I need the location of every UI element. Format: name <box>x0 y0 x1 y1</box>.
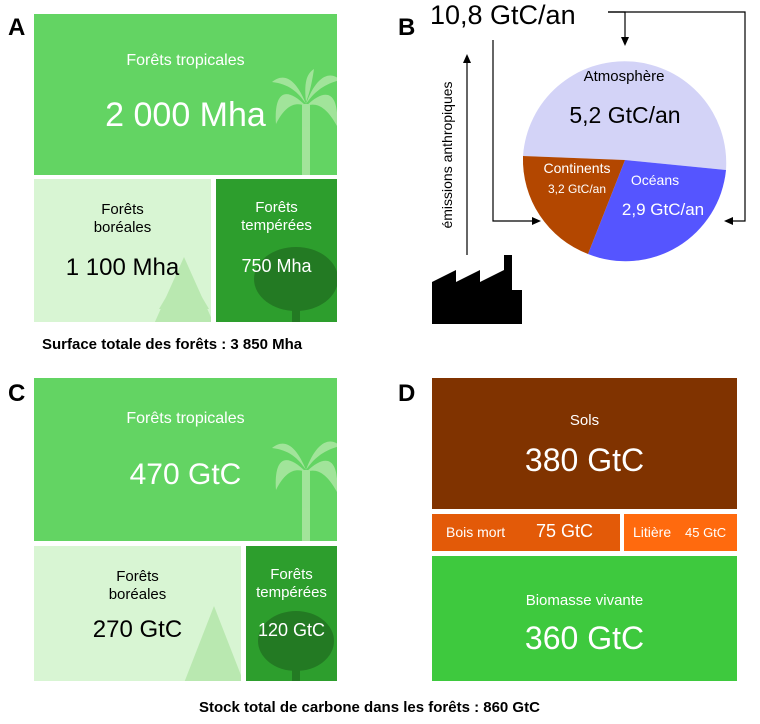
panel-d-letter: D <box>398 380 416 407</box>
deciduous-tree-icon <box>254 247 337 322</box>
biomasse-box: Biomasse vivante 360 GtC <box>432 556 737 681</box>
palm-tree-icon <box>272 441 337 541</box>
boreal-forest-carbon-box: Forêts boréales 270 GtC <box>34 546 241 681</box>
litiere-box: Litière 45 GtC <box>624 514 737 551</box>
litiere-value: 45 GtC <box>685 525 727 540</box>
factory-icon <box>432 255 522 324</box>
boreal-carbon-value: 270 GtC <box>92 616 183 643</box>
temperate-forest-area-box: Forêts tempérées 750 Mha <box>216 179 337 322</box>
sols-value: 380 GtC <box>524 442 645 478</box>
oceans-value: 2,9 GtC/an <box>621 200 705 219</box>
continents-value: 3,2 GtC/an <box>547 182 607 196</box>
biomasse-value: 360 GtC <box>524 620 645 656</box>
tropical-carbon-value: 470 GtC <box>129 458 242 491</box>
boreal-value: 1 100 Mha <box>65 254 180 281</box>
palm-tree-icon <box>272 69 337 175</box>
deciduous-tree-icon <box>258 611 334 681</box>
tropical-value: 2 000 Mha <box>105 96 266 134</box>
panel-a-caption: Surface totale des forêts : 3 850 Mha <box>42 336 303 353</box>
boreal-carbon-label-line2: boréales <box>108 586 167 603</box>
total-emissions-value: 10,8 GtC/an <box>430 0 576 30</box>
tropical-forest-carbon-box: Forêts tropicales 470 GtC <box>34 378 337 541</box>
continents-label: Continents <box>543 160 611 176</box>
atmosphere-slice <box>523 61 727 170</box>
tropical-label: Forêts tropicales <box>126 52 245 69</box>
emissions-vertical-label: émissions anthropiques <box>439 81 455 229</box>
tropical-forest-area-box: Forêts tropicales 2 000 Mha <box>34 14 337 175</box>
temperate-label-line2: tempérées <box>241 217 312 234</box>
temperate-value: 750 Mha <box>241 256 312 276</box>
bois-mort-label: Bois mort <box>446 524 506 540</box>
bois-mort-box: Bois mort 75 GtC <box>432 514 620 551</box>
sols-label: Sols <box>569 412 600 429</box>
panel-c-letter: C <box>8 380 26 407</box>
temperate-carbon-value: 120 GtC <box>257 620 326 640</box>
panel-c-caption: Stock total de carbone dans les forêts :… <box>199 699 540 716</box>
temperate-carbon-label-line1: Forêts <box>270 566 313 583</box>
oceans-label: Océans <box>630 172 680 188</box>
emissions-label-wrap: émissions anthropiques <box>436 60 458 250</box>
biomasse-label: Biomasse vivante <box>525 592 644 609</box>
litiere-label: Litière <box>633 524 672 540</box>
atmosphere-value: 5,2 GtC/an <box>569 102 681 128</box>
temperate-forest-carbon-box: Forêts tempérées 120 GtC <box>246 546 337 681</box>
atmosphere-label: Atmosphère <box>583 68 665 85</box>
temperate-label-line1: Forêts <box>255 199 298 216</box>
boreal-label-line2: boréales <box>93 219 152 236</box>
tropical-carbon-label: Forêts tropicales <box>126 410 245 427</box>
boreal-label-line1: Forêts <box>101 201 144 218</box>
conifer-tree-icon <box>154 257 211 322</box>
boreal-carbon-label-line1: Forêts <box>116 568 159 585</box>
oceans-slice <box>588 160 726 262</box>
conifer-tree-icon <box>184 606 241 681</box>
continents-slice <box>522 156 625 254</box>
panel-a-letter: A <box>8 14 26 41</box>
boreal-forest-area-box: Forêts boréales 1 100 Mha <box>34 179 211 322</box>
sols-box: Sols 380 GtC <box>432 378 737 509</box>
temperate-carbon-label-line2: tempérées <box>256 584 327 601</box>
bois-mort-value: 75 GtC <box>536 521 594 541</box>
panel-b-letter: B <box>398 14 416 41</box>
